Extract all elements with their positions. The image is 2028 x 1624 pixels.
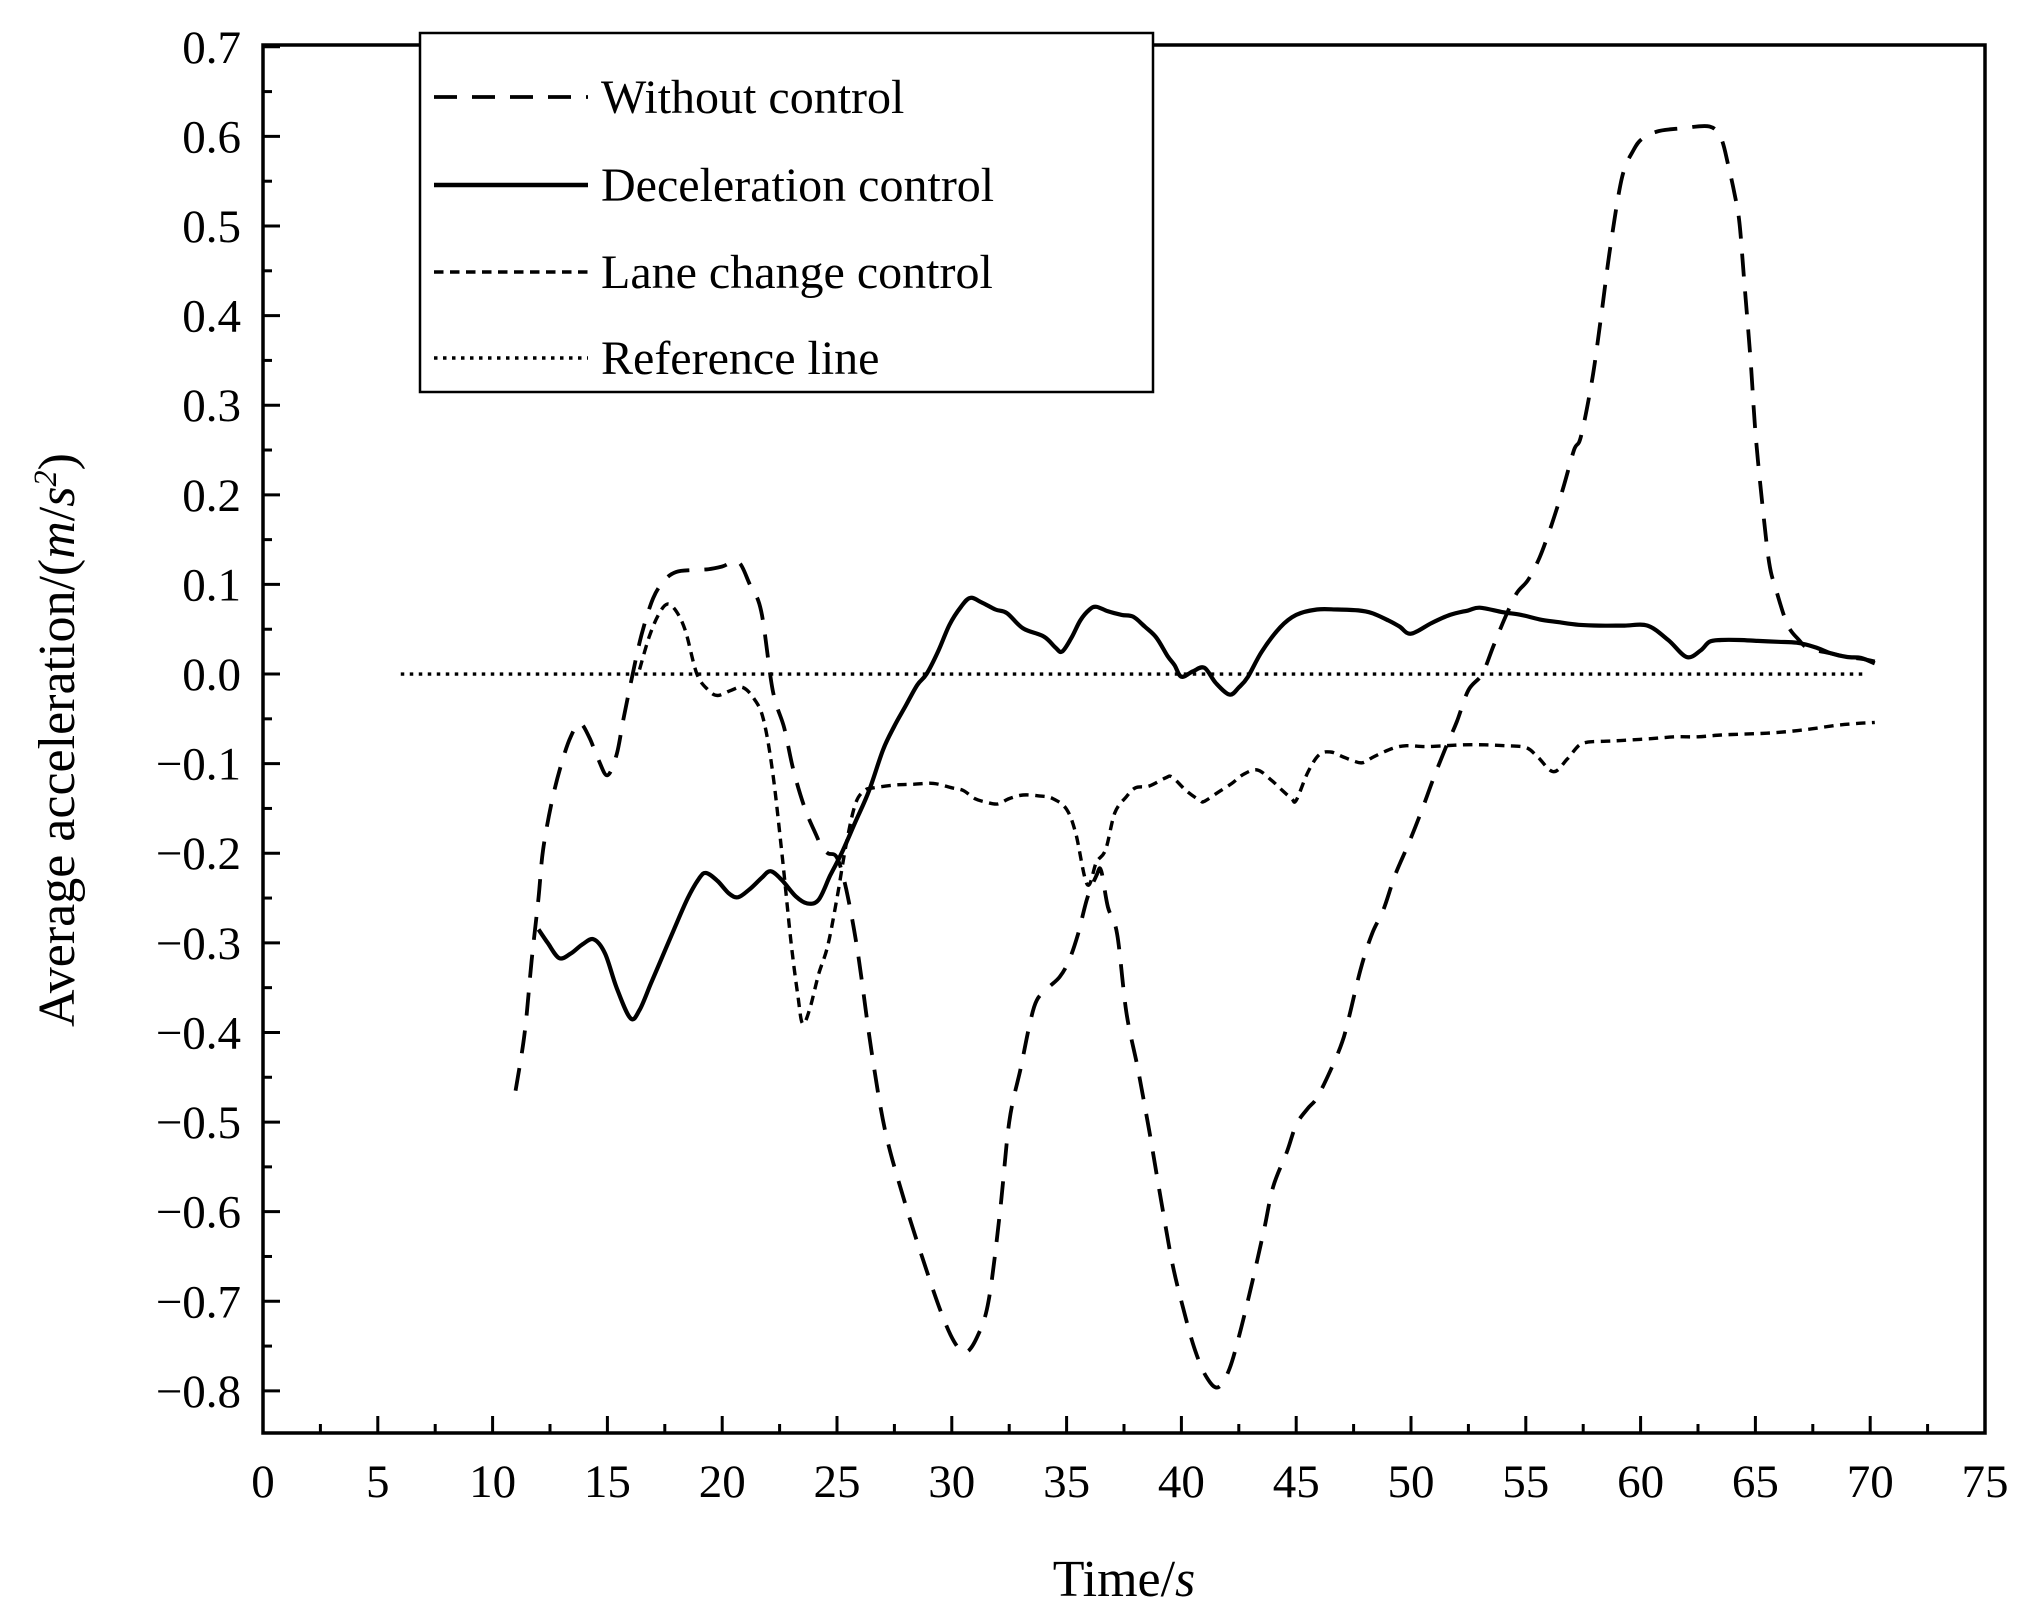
series-without-control [513, 124, 1876, 1390]
y-axis-title-text: Average acceleration/( [29, 558, 87, 1027]
x-tick-label: 75 [1962, 1456, 2009, 1508]
series-deceleration-control [536, 595, 1876, 1022]
x-tick-label: 45 [1273, 1456, 1320, 1508]
x-tick-label: 20 [699, 1456, 746, 1508]
y-tick-label: −0.8 [156, 1366, 241, 1418]
y-tick-label: −0.1 [156, 739, 241, 791]
y-axis-unit-slash: / [29, 506, 87, 522]
x-axis-title-text: Time/ [1052, 1551, 1176, 1608]
x-axis-unit-s: s [1175, 1551, 1196, 1608]
legend-label-reference-line: Reference line [601, 332, 880, 385]
y-tick-label: −0.6 [156, 1187, 241, 1239]
y-axis-title: Average acceleration/(m/s2) [27, 453, 87, 1027]
series-lane-change-control [637, 602, 1875, 1026]
x-tick-label: 10 [469, 1456, 516, 1508]
y-axis-unit-m: m [29, 521, 87, 559]
x-tick-label: 60 [1617, 1456, 1664, 1508]
y-tick-label: −0.5 [156, 1097, 241, 1149]
y-tick-label: −0.3 [156, 918, 241, 970]
y-tick-label: 0.6 [182, 111, 241, 163]
x-tick-label: 55 [1502, 1456, 1549, 1508]
x-tick-label: 70 [1847, 1456, 1894, 1508]
x-tick-label: 0 [251, 1456, 275, 1508]
legend-label-without-control: Without control [601, 71, 905, 124]
x-tick-label: 30 [928, 1456, 975, 1508]
y-tick-label: 0.2 [182, 470, 241, 522]
y-tick-label: 0.3 [182, 380, 241, 432]
legend-label-deceleration-control: Deceleration control [601, 159, 995, 212]
x-tick-label: 40 [1158, 1456, 1205, 1508]
x-tick-label: 5 [366, 1456, 390, 1508]
x-tick-label: 50 [1388, 1456, 1435, 1508]
x-tick-label: 35 [1043, 1456, 1090, 1508]
legend-label-lane-change-control: Lane change control [601, 246, 993, 299]
x-tick-label: 25 [814, 1456, 861, 1508]
y-axis-unit-s: s [29, 486, 87, 507]
x-axis-title: Time/s [1053, 1550, 1196, 1609]
x-tick-label: 65 [1732, 1456, 1779, 1508]
y-axis-unit-exp: 2 [26, 470, 63, 487]
y-tick-label: −0.4 [156, 1007, 241, 1059]
y-tick-label: 0.0 [182, 649, 241, 701]
legend-box [418, 31, 1155, 394]
y-tick-label: −0.7 [156, 1276, 241, 1328]
y-axis-title-close: ) [29, 453, 87, 471]
y-tick-label: 0.7 [182, 22, 241, 74]
y-tick-label: −0.2 [156, 828, 241, 880]
y-tick-label: 0.4 [182, 291, 241, 343]
y-tick-label: 0.1 [182, 559, 241, 611]
x-tick-label: 15 [584, 1456, 631, 1508]
y-tick-label: 0.5 [182, 201, 241, 253]
